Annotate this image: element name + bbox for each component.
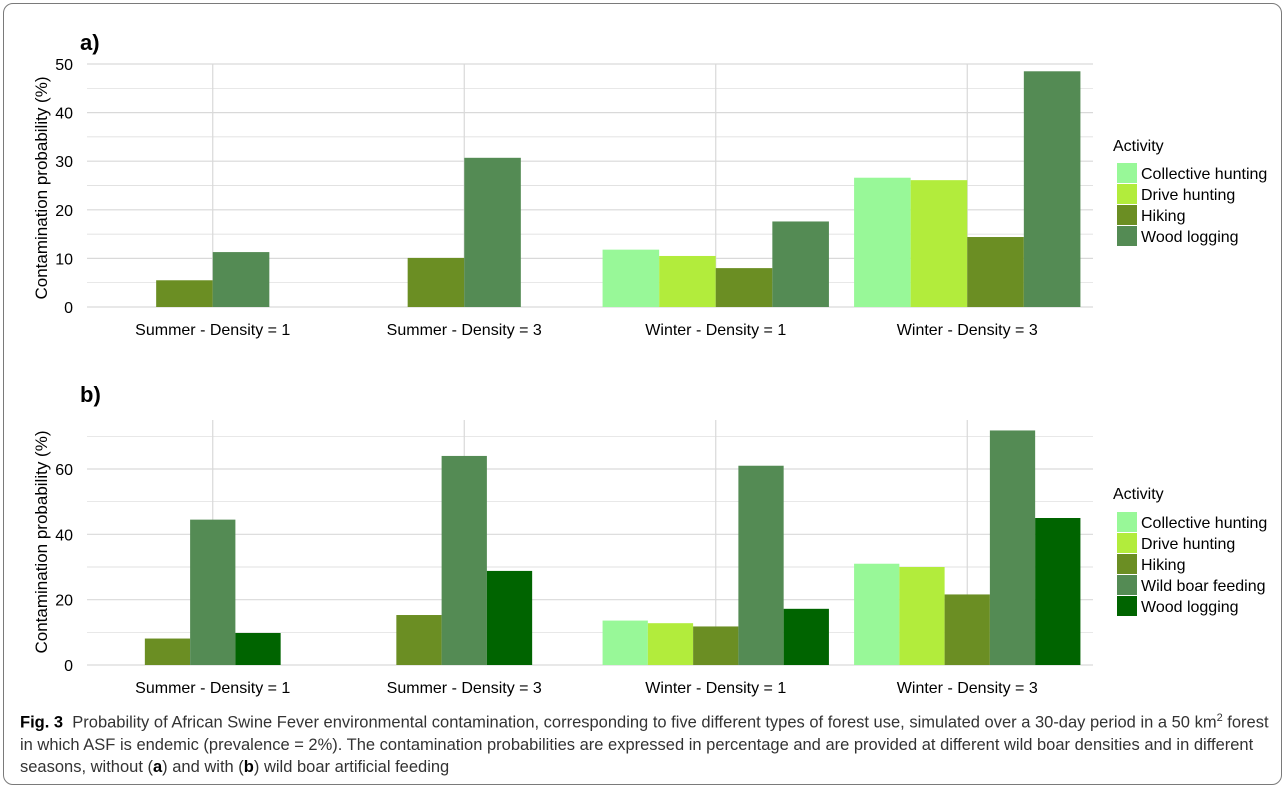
y-tick-label: 50 [55,57,73,74]
legend-swatch [1117,575,1137,595]
caption-superscript: 2 [1216,712,1223,724]
bars-a [156,71,1081,307]
bar-drive-hunting [899,567,945,665]
y-tick-label: 60 [55,462,73,479]
legend-label: Wood logging [1141,599,1239,616]
caption-panel-ref-a: a [152,757,163,776]
panel-label-b: b) [80,382,101,407]
bars-b [144,430,1081,665]
y-tick-label: 0 [64,300,73,317]
legend-label: Wood logging [1141,229,1239,246]
legend-swatch [1117,184,1137,204]
bar-collective-hunting [602,249,660,307]
y-axis-title-b: Contamination probability (%) [32,431,51,654]
chart-panel-a: a) Contamination probability (%) 0 10 20 30… [32,30,1267,339]
bar-hiking [967,237,1024,307]
legend-label: Collective hunting [1141,166,1267,183]
x-tick-label: Winter - Density = 3 [897,680,1038,697]
figure-caption: Fig. 3 Probability of African Swine Feve… [20,707,1275,778]
bar-hiking [944,594,990,665]
y-axis-title-a: Contamination probability (%) [32,77,51,300]
legend-title-b: Activity [1113,486,1164,503]
legend-swatch [1117,554,1137,574]
bar-wild-boar-feeding [441,455,487,665]
panel-label-a: a) [80,30,100,55]
x-tick-label: Summer - Density = 3 [387,322,542,339]
legend-swatch [1117,205,1137,225]
y-ticks-b: 0 20 40 60 [55,462,73,675]
legend-label: Drive hunting [1141,536,1235,553]
bar-wood-logging [464,157,521,307]
bar-wild-boar-feeding [738,465,784,665]
y-tick-label: 30 [55,154,73,171]
legend-swatch [1117,512,1137,532]
legend-swatch [1117,163,1137,183]
legend-swatch [1117,596,1137,616]
bar-wild-boar-feeding [989,430,1036,665]
y-tick-label: 20 [55,593,73,610]
legend-label: Hiking [1141,557,1185,574]
x-tick-label: Summer - Density = 1 [135,680,290,697]
bar-wood-logging [486,570,533,665]
legend-label: Drive hunting [1141,187,1235,204]
legend-swatch [1117,533,1137,553]
bar-drive-hunting [910,180,968,307]
bar-wood-logging [783,608,829,665]
bar-drive-hunting [659,255,716,307]
legend-title-a: Activity [1113,138,1164,155]
y-tick-label: 20 [55,203,73,220]
bar-hiking [396,615,442,665]
bar-wood-logging [1023,71,1081,307]
chart-panel-b: b) Contamination probability (%) 0 20 40 60… [32,382,1267,697]
x-tick-label: Summer - Density = 1 [135,322,290,339]
legend-label: Wild boar feeding [1141,578,1266,595]
caption-panel-ref-b: b [243,757,254,776]
legend-a: Activity Collective hunting Drive hunting… [1113,138,1267,246]
y-tick-label: 10 [55,251,73,268]
bar-hiking [693,626,739,665]
x-ticks-a: Summer - Density = 1 Summer - Density = 3… [135,322,1038,339]
figure-frame [3,3,1282,785]
bar-drive-hunting [647,623,694,665]
bar-collective-hunting [854,177,911,307]
y-tick-label: 0 [64,658,73,675]
figure-label: Fig. 3 [20,713,64,732]
caption-text-2: forest in which ASF is endemic (prevalen… [20,713,1269,776]
bar-hiking [156,280,213,307]
bar-wild-boar-feeding [190,519,236,665]
bar-collective-hunting [854,563,900,665]
y-tick-label: 40 [55,527,73,544]
bar-wood-logging [212,252,270,307]
bar-hiking [144,638,191,665]
bar-wood-logging [772,221,829,307]
x-ticks-b: Summer - Density = 1 Summer - Density = 3… [135,680,1038,697]
legend-label: Collective hunting [1141,515,1267,532]
bar-wood-logging [235,632,281,665]
legend-swatch [1117,226,1137,246]
y-ticks-a: 0 10 20 30 40 50 [55,57,73,317]
x-tick-label: Winter - Density = 1 [645,322,786,339]
legend-b: Activity Collective hunting Drive hunting… [1113,486,1267,616]
x-tick-label: Summer - Density = 3 [387,680,542,697]
caption-text-1: Probability of African Swine Fever envir… [72,713,1217,732]
y-tick-label: 40 [55,106,73,123]
x-tick-label: Winter - Density = 1 [645,680,786,697]
caption-text-3: ) and with ( [162,757,244,776]
bar-collective-hunting [602,620,648,665]
legend-label: Hiking [1141,208,1185,225]
bar-hiking [715,268,773,307]
x-tick-label: Winter - Density = 3 [897,322,1038,339]
bar-hiking [407,257,465,307]
bar-wood-logging [1035,518,1081,665]
caption-text-4: ) wild boar artificial feeding [253,757,450,776]
